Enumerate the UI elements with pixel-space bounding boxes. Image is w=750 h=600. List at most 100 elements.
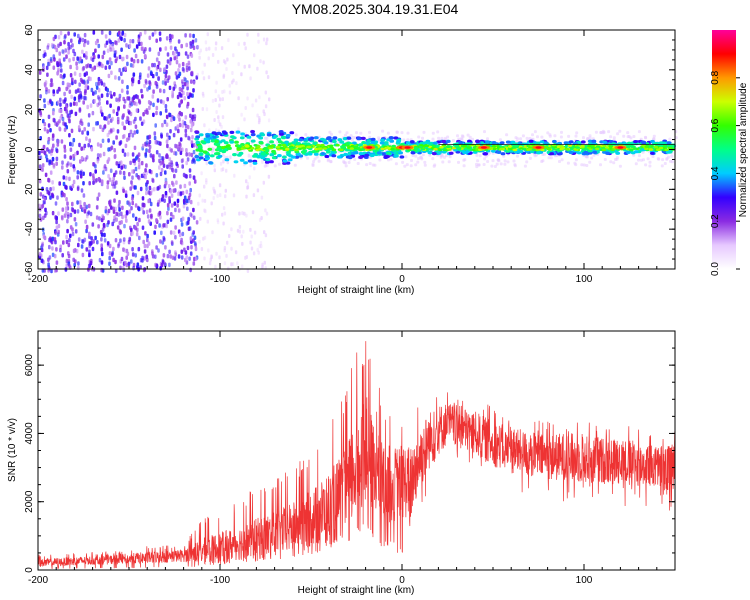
band-cell [216, 147, 222, 151]
noise-speck [220, 124, 223, 129]
band-cell [580, 140, 586, 144]
noise-speck [91, 57, 95, 63]
noise-speck [86, 130, 89, 135]
noise-speck [253, 53, 256, 58]
noise-speck [135, 156, 138, 161]
noise-speck [58, 51, 61, 56]
halo-speck [311, 162, 315, 166]
noise-speck [155, 218, 158, 223]
noise-speck [122, 237, 126, 242]
noise-speck [166, 52, 170, 57]
noise-speck [133, 48, 136, 53]
noise-speck [148, 105, 151, 111]
noise-speck [92, 173, 95, 178]
noise-speck [185, 42, 188, 48]
band-cell [379, 141, 385, 145]
noise-speck [132, 266, 135, 271]
noise-speck [159, 47, 162, 52]
band-cell [320, 152, 326, 156]
noise-speck [170, 212, 173, 217]
noise-speck [63, 154, 67, 159]
band-core [433, 148, 438, 151]
halo-speck [644, 163, 648, 167]
noise-speck [163, 119, 167, 125]
band-core [575, 146, 580, 149]
noise-speck [135, 108, 139, 113]
noise-speck [192, 45, 196, 51]
band-cell [250, 130, 256, 134]
halo-speck [528, 156, 532, 160]
noise-speck [222, 152, 225, 157]
noise-speck [246, 185, 249, 190]
noise-speck [83, 201, 86, 207]
noise-speck [210, 201, 213, 206]
band-core [360, 148, 366, 151]
noise-speck [249, 227, 252, 232]
noise-speck [63, 40, 66, 45]
noise-speck [244, 255, 247, 260]
noise-speck [143, 249, 147, 254]
noise-speck [88, 243, 91, 249]
noise-speck [146, 237, 149, 243]
halo-speck [330, 132, 333, 136]
noise-speck [161, 160, 165, 165]
noise-speck [249, 240, 252, 245]
band-cell [229, 140, 235, 144]
noise-speck [113, 172, 116, 178]
band-cell [287, 158, 293, 162]
noise-speck [78, 38, 82, 43]
noise-speck [138, 98, 141, 104]
band-cell [264, 160, 270, 164]
noise-speck [80, 244, 84, 249]
noise-speck [177, 68, 180, 73]
noise-speck [158, 153, 161, 158]
noise-speck [257, 32, 260, 37]
noise-speck [153, 62, 156, 68]
noise-speck [43, 122, 47, 127]
noise-speck [124, 164, 127, 170]
noise-speck [145, 209, 149, 215]
noise-speck [63, 99, 66, 104]
noise-speck [205, 107, 209, 112]
band-core [511, 146, 516, 149]
noise-speck [196, 45, 199, 50]
noise-speck [49, 187, 52, 192]
noise-speck [166, 164, 169, 169]
halo-speck [414, 163, 418, 167]
noise-speck [216, 218, 219, 223]
noise-speck [64, 122, 67, 127]
noise-speck [95, 215, 99, 220]
colorbar-label: Normalized spectral amplitude [738, 82, 749, 217]
noise-speck [114, 58, 118, 64]
halo-speck [395, 130, 399, 134]
noise-speck [159, 111, 162, 116]
halo-speck [394, 162, 398, 166]
noise-speck [141, 225, 145, 230]
noise-speck [158, 31, 162, 36]
noise-speck [91, 110, 95, 116]
noise-speck [156, 98, 160, 103]
noise-speck [186, 101, 190, 107]
noise-speck [41, 203, 45, 209]
noise-speck [182, 198, 186, 204]
band-core [583, 144, 589, 148]
noise-speck [78, 108, 82, 113]
noise-speck [168, 262, 171, 268]
noise-speck [139, 32, 142, 37]
noise-speck [125, 218, 128, 223]
noise-speck [189, 41, 192, 46]
band-core [662, 144, 668, 147]
noise-speck [47, 257, 50, 262]
halo-speck [428, 153, 432, 157]
noise-speck [100, 247, 104, 252]
noise-speck [181, 190, 185, 196]
noise-speck [225, 168, 228, 173]
halo-speck [456, 134, 459, 138]
noise-speck [116, 129, 120, 134]
noise-speck [71, 231, 75, 237]
noise-speck [186, 91, 189, 97]
noise-speck [108, 243, 112, 249]
noise-speck [181, 66, 185, 72]
noise-speck [55, 247, 58, 252]
halo-speck [515, 140, 519, 143]
